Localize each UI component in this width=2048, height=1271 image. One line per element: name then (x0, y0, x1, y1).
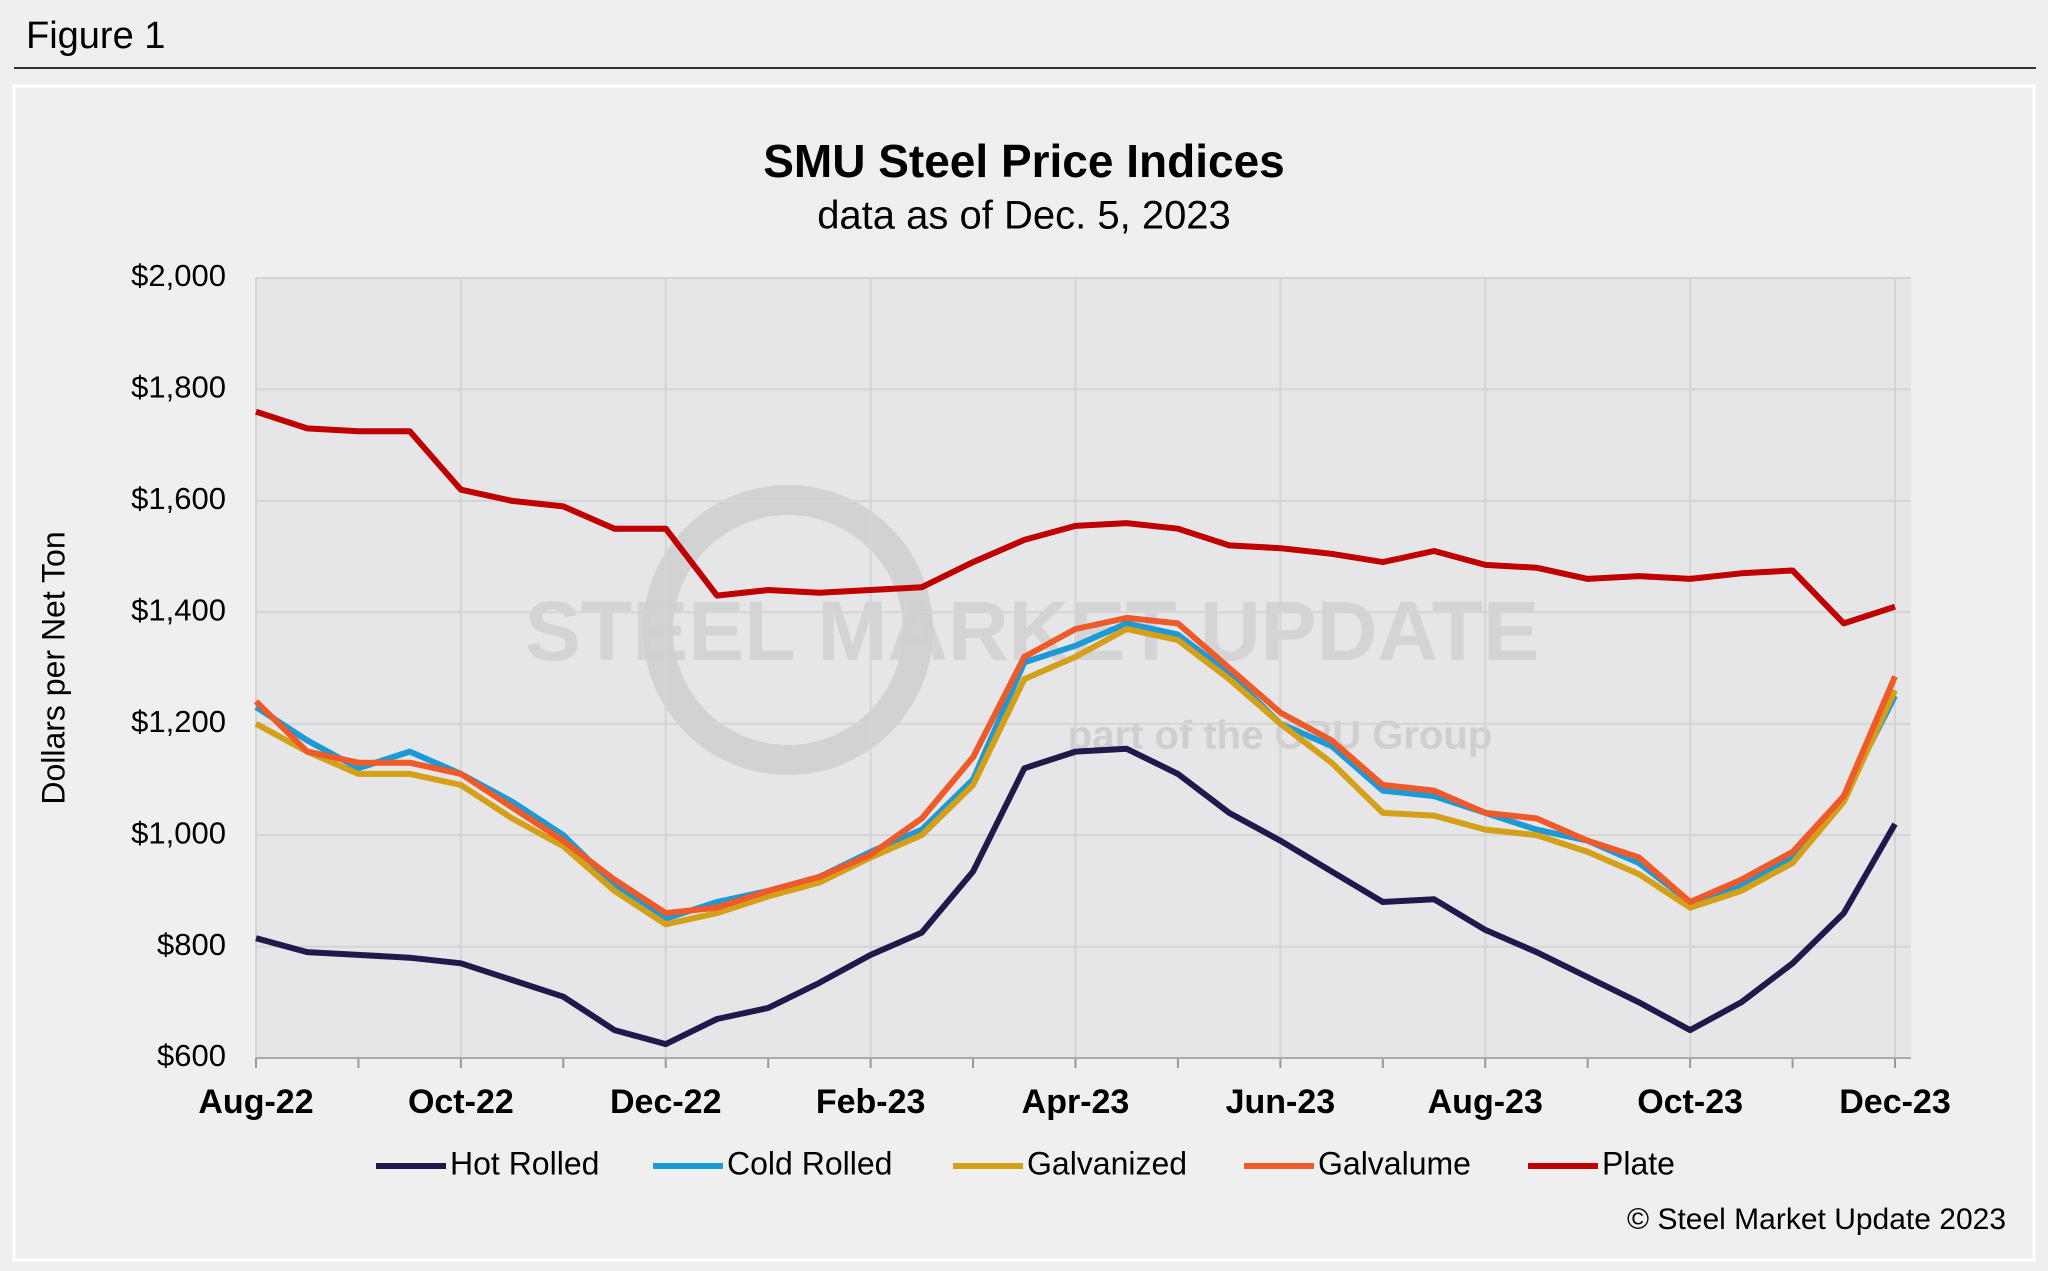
legend-label: Galvalume (1318, 1145, 1471, 1181)
legend-label: Plate (1602, 1145, 1675, 1181)
x-tick-label: Apr-23 (1022, 1083, 1130, 1121)
x-tick-label: Feb-23 (816, 1083, 926, 1121)
legend-label: Galvanized (1027, 1145, 1187, 1181)
x-tick-label: Oct-22 (408, 1083, 514, 1121)
chart-subtitle: data as of Dec. 5, 2023 (817, 194, 1231, 238)
legend-label: Hot Rolled (450, 1145, 599, 1181)
y-tick-label: $1,200 (131, 704, 226, 739)
y-tick-label: $2,000 (131, 258, 226, 293)
x-tick-label: Jun-23 (1226, 1083, 1336, 1121)
x-tick-label: Oct-23 (1637, 1083, 1743, 1121)
legend-label: Cold Rolled (727, 1145, 892, 1181)
series-line (255, 745, 1898, 1048)
x-tick-label: Aug-23 (1428, 1083, 1543, 1121)
y-tick-label: $1,800 (131, 370, 226, 405)
y-axis-title: Dollars per Net Ton (35, 531, 71, 804)
plot-area (256, 278, 1911, 1058)
x-tick-label: Dec-22 (610, 1083, 722, 1121)
series-line (254, 620, 1898, 922)
y-tick-label: $1,600 (131, 481, 226, 516)
series-line (254, 626, 1898, 928)
figure-label: Figure 1 (26, 15, 165, 57)
series-line (253, 614, 1898, 917)
watermark: STEEL MARKET UPDATE (525, 584, 1539, 678)
x-tick-label: Dec-23 (1839, 1083, 1951, 1121)
y-tick-label: $600 (157, 1038, 226, 1073)
series-line (255, 408, 1896, 627)
copyright: © Steel Market Update 2023 (1627, 1203, 2006, 1236)
y-tick-label: $800 (157, 927, 226, 962)
y-tick-label: $1,000 (131, 815, 226, 850)
x-tick-label: Aug-22 (198, 1083, 313, 1121)
y-tick-label: $1,400 (131, 592, 226, 627)
chart-title: SMU Steel Price Indices (763, 135, 1285, 187)
